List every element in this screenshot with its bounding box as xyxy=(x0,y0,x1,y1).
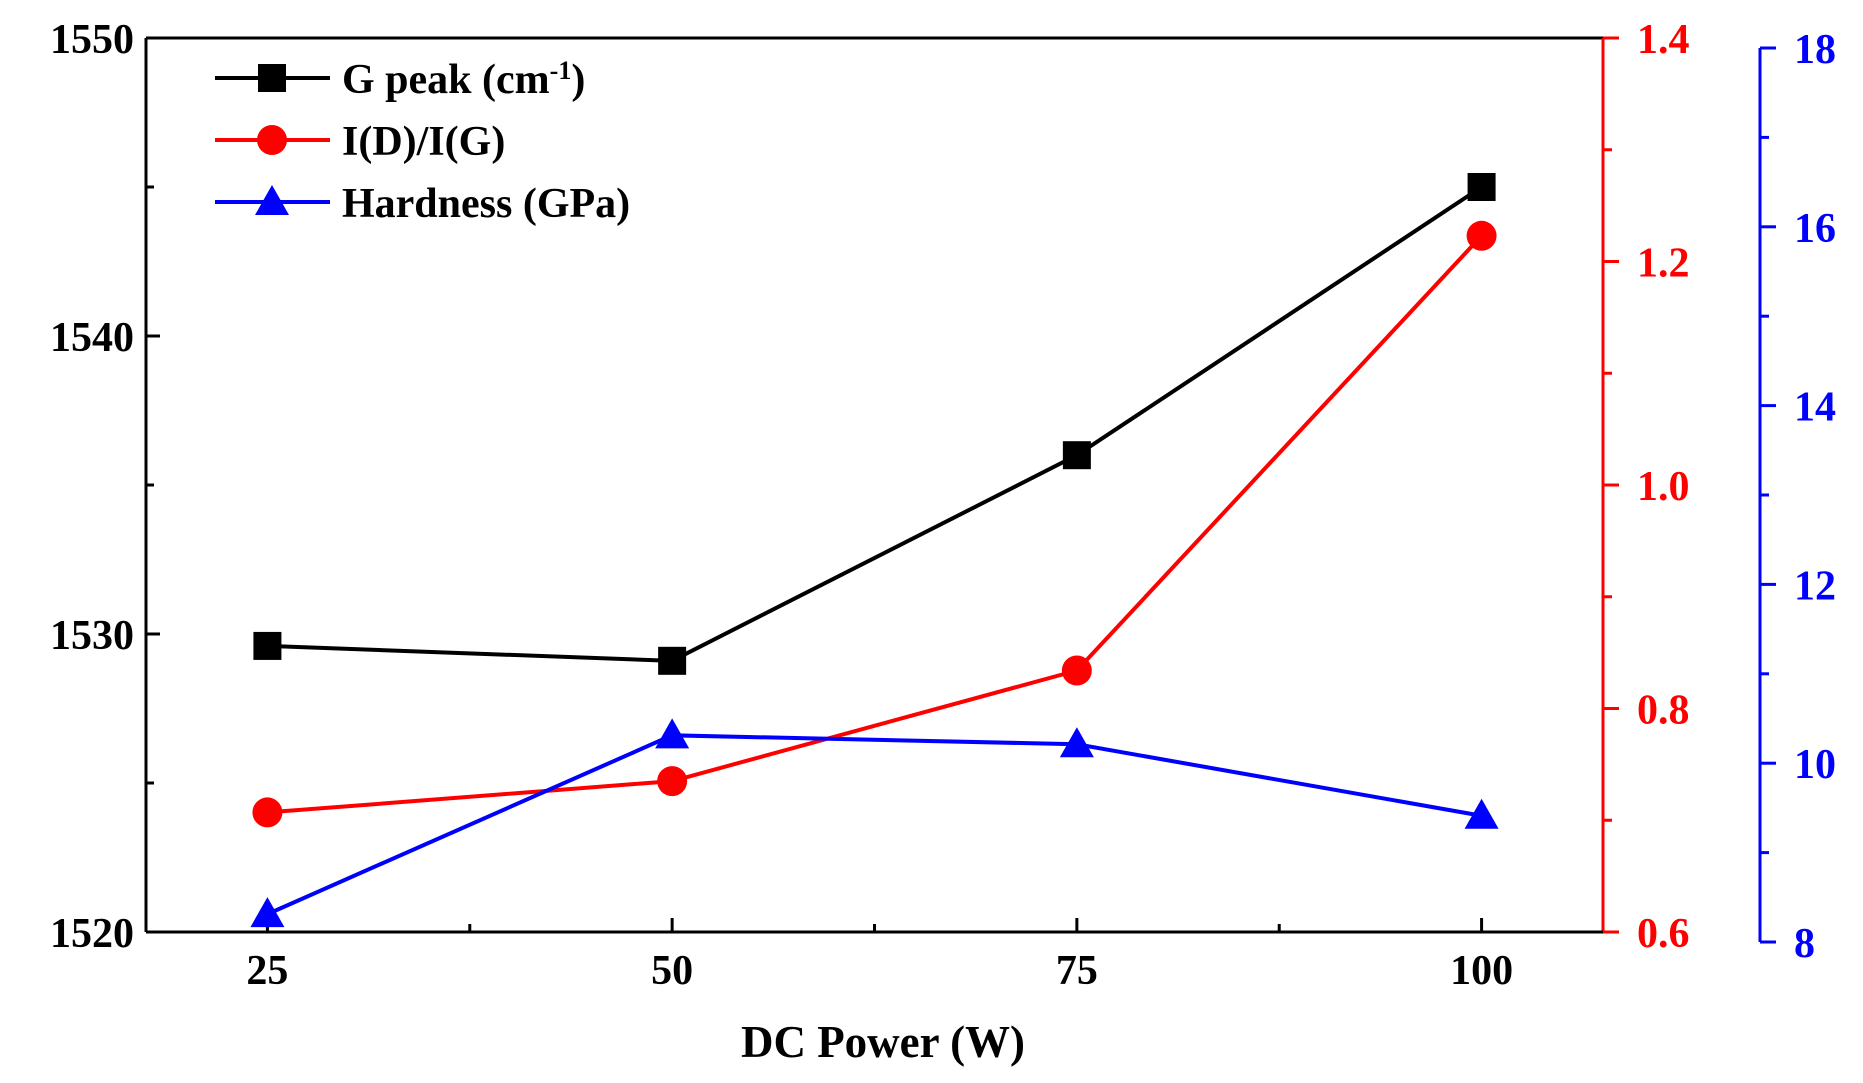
legend-id-ig-ratio-label: I(D)/I(G) xyxy=(342,119,505,165)
legend-id-ig-ratio-marker xyxy=(257,125,287,155)
x-axis-label: DC Power (W) xyxy=(741,1017,1025,1067)
left-tick-label: 1530 xyxy=(50,613,134,659)
legend-hardness-label: Hardness (GPa) xyxy=(342,181,630,227)
legend-g-peak-marker xyxy=(258,64,286,92)
hardness-point xyxy=(655,718,690,749)
hardness-tick-label: 16 xyxy=(1794,206,1836,252)
left-tick-label: 1540 xyxy=(50,315,134,361)
hardness-point xyxy=(1464,798,1499,829)
x-tick-label: 50 xyxy=(651,948,693,994)
left-tick-label: 1550 xyxy=(50,17,134,63)
ratio-tick-label: 1.0 xyxy=(1637,464,1690,510)
legend-suffix: ) xyxy=(571,57,585,103)
x-axis: 25 50 75 100 xyxy=(146,918,1603,994)
right-y-axis-hardness: 8 10 12 14 16 18 xyxy=(1758,27,1836,967)
id-ig-ratio-line xyxy=(267,234,1484,815)
ratio-tick-label: 1.2 xyxy=(1637,241,1690,287)
legend-hardness-marker xyxy=(255,185,289,215)
g-peak-point xyxy=(658,646,687,675)
left-y-axis: 1520 1530 1540 1550 xyxy=(50,17,1603,957)
id-ig-ratio-point xyxy=(657,766,688,797)
id-ig-ratio-point xyxy=(252,797,283,828)
ratio-tick-label: 0.8 xyxy=(1637,688,1690,734)
g-peak-point xyxy=(1467,173,1496,201)
g-peak-line xyxy=(267,185,1483,663)
hardness-tick-label: 12 xyxy=(1794,563,1836,609)
g-peak-point xyxy=(1062,441,1091,470)
hardness-point xyxy=(250,897,285,928)
x-tick-label: 75 xyxy=(1056,948,1098,994)
hardness-tick-label: 10 xyxy=(1794,742,1836,788)
hardness-tick-label: 8 xyxy=(1794,921,1815,967)
x-tick-label: 25 xyxy=(246,948,288,994)
hardness-tick-label: 18 xyxy=(1794,27,1836,73)
g-peak-point xyxy=(253,631,282,660)
legend-g-peak-label: G peak (cm-1) xyxy=(342,56,585,104)
hardness-line xyxy=(266,733,1482,916)
id-ig-ratio-point xyxy=(1061,655,1092,686)
legend: G peak (cm-1) I(D)/I(G) Hardness (GPa) xyxy=(215,56,630,227)
left-tick-label: 1520 xyxy=(50,911,134,957)
hardness-tick-label: 14 xyxy=(1794,385,1836,431)
ratio-tick-label: 1.4 xyxy=(1637,17,1690,63)
hardness-point xyxy=(1059,727,1094,758)
right-y-axis-ratio: 0.6 0.8 1.0 1.2 1.4 xyxy=(1601,17,1690,957)
x-tick-label: 100 xyxy=(1450,948,1513,994)
legend-superscript: -1 xyxy=(550,56,572,85)
plot-series xyxy=(250,173,1499,928)
id-ig-ratio-point xyxy=(1466,220,1497,251)
ratio-tick-label: 0.6 xyxy=(1637,911,1690,957)
